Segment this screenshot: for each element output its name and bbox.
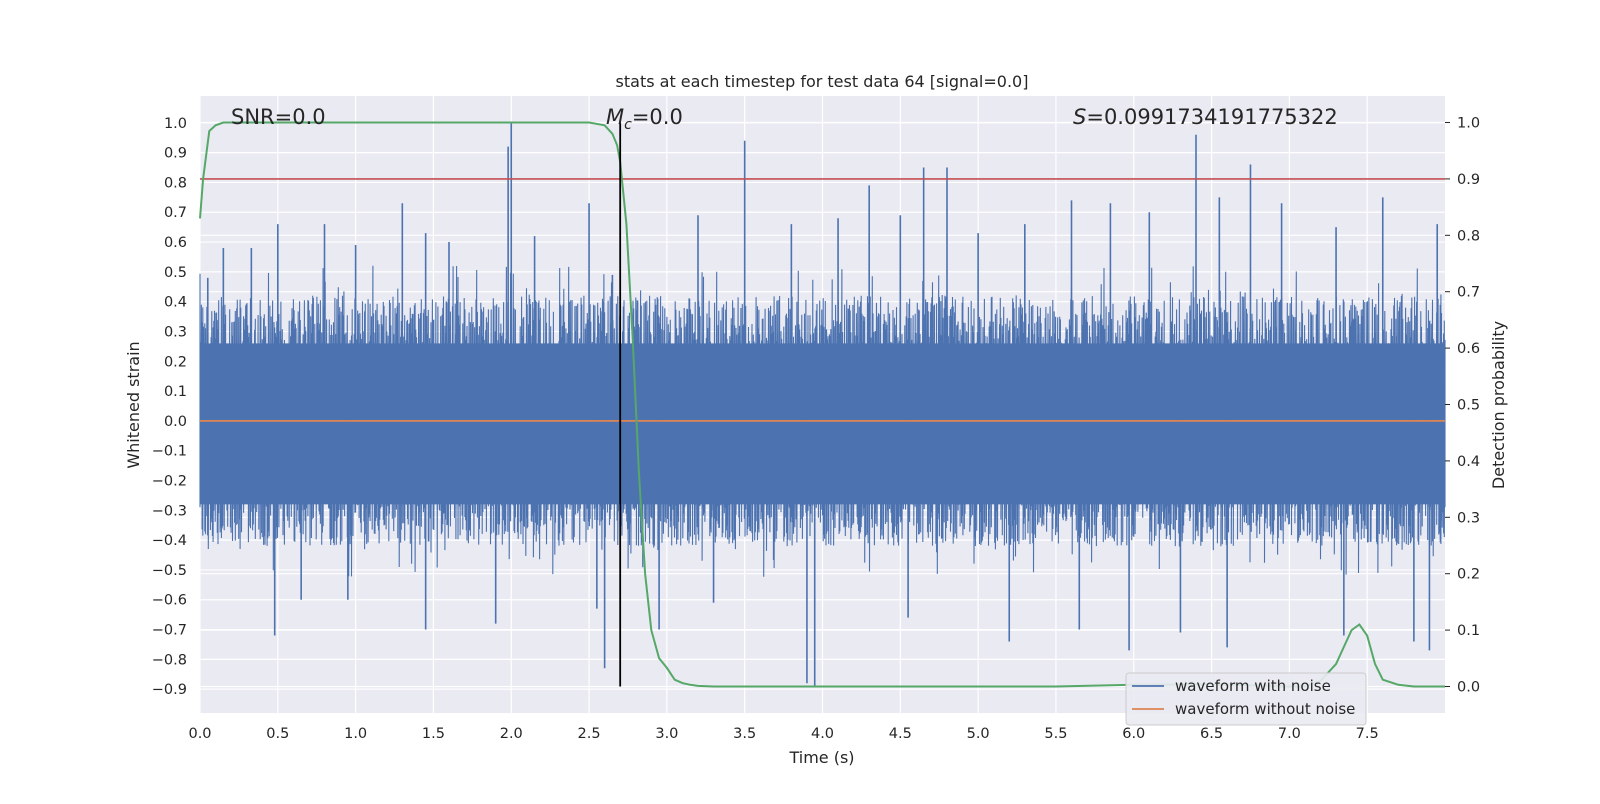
x-axis-label: Time (s) <box>788 748 854 767</box>
x-tick-label: 5.0 <box>967 726 990 742</box>
x-tick-label: 3.0 <box>655 726 678 742</box>
noise-core <box>200 343 1445 505</box>
tick-labels: 0.0 0.5 1.0 1.5 2.0 2.5 3.0 3.5 4.0 4.5 5.0 5.5 6.0 6… <box>152 116 1480 742</box>
legend-label-waveform-without-noise: waveform without noise <box>1175 700 1355 718</box>
x-tick-label: 2.5 <box>578 726 601 742</box>
y-left-tick-label: −0.3 <box>152 503 187 519</box>
legend: waveform with noise waveform without noi… <box>1125 672 1367 726</box>
y-axis-label-right: Detection probability <box>1489 321 1508 489</box>
x-tick-label: 4.5 <box>889 726 912 742</box>
x-tick-label: 6.5 <box>1200 726 1223 742</box>
y-right-tick-label: 0.0 <box>1457 679 1480 695</box>
y-left-tick-label: 0.0 <box>164 414 187 430</box>
y-left-tick-label: −0.5 <box>152 563 187 579</box>
y-axis-label-left: Whitened strain <box>124 341 143 468</box>
x-tick-label: 1.0 <box>344 726 367 742</box>
y-left-tick-label: −0.9 <box>152 682 187 698</box>
y-right-tick-label: 0.3 <box>1457 510 1480 526</box>
y-right-tick-label: 0.4 <box>1457 454 1480 470</box>
series-lines <box>199 121 1445 688</box>
y-right-tick-label: 0.5 <box>1457 398 1480 414</box>
x-tick-label: 0.0 <box>188 726 211 742</box>
y-left-tick-label: 1.0 <box>164 116 187 132</box>
y-left-tick-label: −0.4 <box>152 533 187 549</box>
chart-title: stats at each timestep for test data 64 … <box>616 72 1029 91</box>
y-left-tick-label: 0.7 <box>164 205 187 221</box>
annotation-statistic: S=0.0991734191775322 <box>1073 105 1338 129</box>
y-left-tick-label: 0.4 <box>164 295 187 311</box>
y-right-tick-label: 0.6 <box>1457 341 1480 357</box>
y-right-tick-label: 0.7 <box>1457 285 1480 301</box>
y-right-tick-label: 0.8 <box>1457 228 1480 244</box>
x-tick-label: 4.0 <box>811 726 834 742</box>
x-tick-label: 7.0 <box>1278 726 1301 742</box>
y-left-tick-label: 0.9 <box>164 146 187 162</box>
y-left-tick-label: 0.3 <box>164 324 187 340</box>
y-right-tick-label: 0.2 <box>1457 567 1480 583</box>
legend-label-waveform-with-noise: waveform with noise <box>1175 677 1331 695</box>
series-detection-probability <box>199 121 1445 688</box>
x-tick-label: 0.5 <box>266 726 289 742</box>
x-tick-label: 3.5 <box>733 726 756 742</box>
annotation-snr: SNR=0.0 <box>231 105 326 129</box>
y-left-tick-label: 0.2 <box>164 354 187 370</box>
x-tick-label: 7.5 <box>1356 726 1379 742</box>
y-left-tick-label: 0.6 <box>164 235 187 251</box>
y-left-tick-label: 0.5 <box>164 265 187 281</box>
y-right-tick-label: 1.0 <box>1457 116 1480 132</box>
y-left-tick-label: −0.1 <box>152 444 187 460</box>
x-tick-label: 6.0 <box>1122 726 1145 742</box>
y-left-tick-label: 0.8 <box>164 175 187 191</box>
legend-box <box>1125 672 1367 726</box>
y-right-tick-label: 0.1 <box>1457 623 1480 639</box>
x-tick-label: 1.5 <box>422 726 445 742</box>
y-right-tick-label: 0.9 <box>1457 172 1480 188</box>
y-left-tick-label: −0.2 <box>152 474 187 490</box>
x-tick-label: 2.0 <box>500 726 523 742</box>
annotation-chirp-mass: Mc=0.0 <box>606 105 683 133</box>
y-left-tick-label: −0.7 <box>152 623 187 639</box>
series-waveform-with-noise <box>199 122 1446 687</box>
y-left-tick-label: −0.8 <box>152 652 187 668</box>
y-left-tick-label: −0.6 <box>152 593 187 609</box>
x-tick-label: 5.5 <box>1044 726 1067 742</box>
y-left-tick-label: 0.1 <box>164 384 187 400</box>
